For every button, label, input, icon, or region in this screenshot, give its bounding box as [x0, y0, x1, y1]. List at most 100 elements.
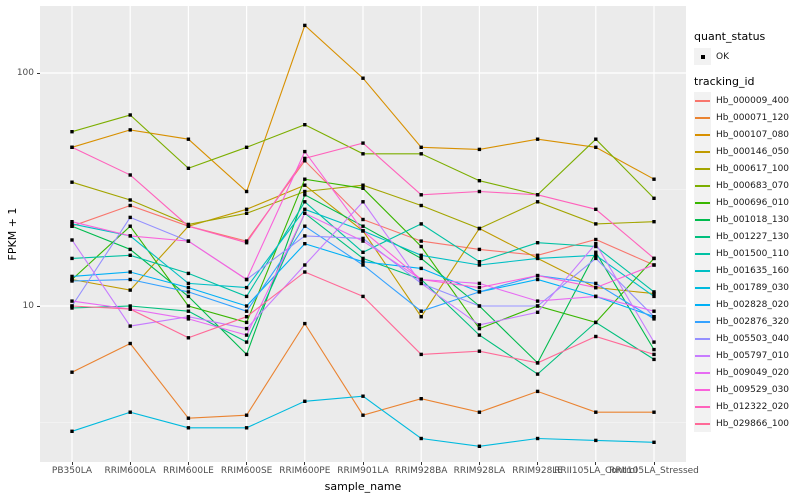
data-point-Hb_000696_010	[186, 304, 191, 308]
data-point-Hb_009049_020	[652, 309, 656, 313]
data-point-Hb_009529_030	[594, 285, 598, 290]
x-tick-label-PB350LA: PB350LA	[51, 466, 93, 476]
legend-color-line-icon	[695, 133, 710, 136]
data-point-Hb_000683_070	[477, 179, 482, 183]
legend-item-label: Hb_012322_020	[716, 401, 790, 412]
legend-item-Hb_012322_020: Hb_012322_020	[694, 398, 800, 415]
black-square-point-icon	[700, 54, 705, 59]
data-point-Hb_000617_100	[303, 189, 307, 194]
data-point-Hb_029866_100	[652, 352, 656, 357]
legend-key-box	[694, 177, 711, 194]
x-tick-label-RRIM600LA: RRIM600LA	[104, 466, 156, 476]
data-point-Hb_000009_400	[477, 247, 482, 252]
data-point-Hb_000009_400	[128, 203, 132, 208]
legend-item-Hb_029866_100: Hb_029866_100	[694, 415, 800, 432]
data-point-Hb_009529_030	[361, 229, 365, 233]
data-point-Hb_005797_010	[652, 340, 656, 344]
data-point-Hb_002876_320	[652, 317, 656, 321]
data-point-Hb_002876_320	[477, 290, 482, 294]
data-point-Hb_012322_020	[419, 193, 423, 197]
data-point-Hb_005797_010	[594, 242, 598, 246]
legend-color-line-icon	[695, 269, 710, 272]
data-point-Hb_001018_130	[652, 347, 656, 352]
data-point-Hb_029866_100	[70, 304, 74, 308]
data-point-Hb_012322_020	[477, 189, 482, 194]
data-point-Hb_005503_040	[652, 315, 656, 319]
legend-item-label: Hb_000071_120	[716, 112, 790, 123]
x-tick-label-RRIM600SE: RRIM600SE	[220, 466, 273, 476]
x-tick-mark	[478, 462, 480, 465]
data-point-Hb_001789_030	[128, 410, 132, 414]
x-tick-mark	[653, 462, 655, 465]
data-point-Hb_000617_100	[244, 211, 249, 215]
data-point-Hb_001635_160	[303, 207, 307, 211]
data-point-Hb_012322_020	[535, 193, 540, 197]
data-point-Hb_000696_010	[477, 326, 482, 331]
data-point-Hb_001789_030	[477, 444, 482, 448]
data-point-Hb_009049_020	[535, 299, 540, 303]
data-point-Hb_000107_080	[303, 23, 307, 28]
data-point-Hb_001018_130	[361, 224, 365, 228]
data-point-Hb_000107_080	[594, 145, 598, 149]
legend: quant_status OK tracking_id Hb_000009_40…	[694, 30, 800, 432]
data-point-Hb_002876_320	[361, 263, 365, 267]
data-point-Hb_000683_070	[70, 130, 74, 134]
x-axis-title: sample_name	[324, 480, 402, 493]
legend-key-box	[694, 228, 711, 245]
legend-item-label: Hb_001789_030	[716, 282, 790, 293]
data-point-Hb_001635_160	[594, 253, 598, 257]
x-tick-label-RRII105LA_Stressed: RRII105LA_Stressed	[609, 466, 699, 476]
legend-item-Hb_001018_130: Hb_001018_130	[694, 211, 800, 228]
y-tick-label: 10	[22, 301, 34, 311]
data-point-Hb_029866_100	[244, 315, 249, 319]
data-point-Hb_000617_100	[128, 198, 132, 202]
data-point-Hb_001500_110	[477, 260, 482, 264]
data-point-Hb_001227_130	[477, 333, 482, 337]
data-point-Hb_001227_130	[361, 256, 365, 261]
data-point-Hb_009049_020	[477, 281, 482, 286]
legend-color-line-icon	[695, 371, 710, 374]
data-point-Hb_009529_030	[535, 273, 540, 278]
legend-item-Hb_002828_020: Hb_002828_020	[694, 296, 800, 313]
data-point-Hb_029866_100	[535, 361, 540, 365]
data-point-Hb_001789_030	[594, 438, 598, 443]
legend-item-label: Hb_000683_070	[716, 180, 790, 191]
legend-key-box	[694, 262, 711, 279]
data-point-Hb_005503_040	[361, 236, 365, 241]
legend-color-line-icon	[695, 320, 710, 323]
tracking-id-legend-list: Hb_000009_400 Hb_000071_120 Hb_000107_080 H…	[694, 92, 800, 432]
legend-color-line-icon	[695, 184, 710, 187]
data-point-Hb_002828_020	[70, 274, 74, 279]
x-tick-label-RRIM600LE: RRIM600LE	[162, 466, 214, 476]
data-point-Hb_001789_030	[303, 399, 307, 403]
data-point-Hb_005503_040	[128, 215, 132, 220]
data-point-Hb_000683_070	[186, 166, 191, 170]
legend-key-box	[694, 92, 711, 109]
data-point-Hb_000617_100	[70, 180, 74, 184]
x-tick-mark	[595, 462, 597, 465]
data-point-Hb_002828_020	[186, 285, 191, 290]
data-point-Hb_002828_020	[128, 270, 132, 274]
data-point-Hb_009529_030	[70, 220, 74, 224]
legend-key-box	[694, 313, 711, 330]
data-point-Hb_000107_080	[244, 189, 249, 194]
data-point-Hb_001635_160	[535, 256, 540, 261]
data-point-Hb_009049_020	[303, 211, 307, 215]
data-point-Hb_005503_040	[303, 234, 307, 238]
data-point-Hb_009049_020	[361, 239, 365, 243]
data-point-Hb_001018_130	[244, 352, 249, 357]
legend-item-Hb_000009_400: Hb_000009_400	[694, 92, 800, 109]
x-tick-mark	[187, 462, 189, 465]
legend-item-Hb_000683_070: Hb_000683_070	[694, 177, 800, 194]
legend-color-line-icon	[695, 150, 710, 153]
legend-item-Hb_009049_020: Hb_009049_020	[694, 364, 800, 381]
legend-color-line-icon	[695, 405, 710, 408]
legend-color-line-icon	[695, 167, 710, 170]
data-point-Hb_000683_070	[128, 113, 132, 117]
data-point-Hb_012322_020	[244, 241, 249, 245]
data-point-Hb_029866_100	[128, 307, 132, 311]
legend-color-line-icon	[695, 303, 710, 306]
data-point-Hb_000696_010	[361, 186, 365, 190]
x-tick-mark	[246, 462, 248, 465]
data-point-Hb_001227_130	[186, 309, 191, 313]
